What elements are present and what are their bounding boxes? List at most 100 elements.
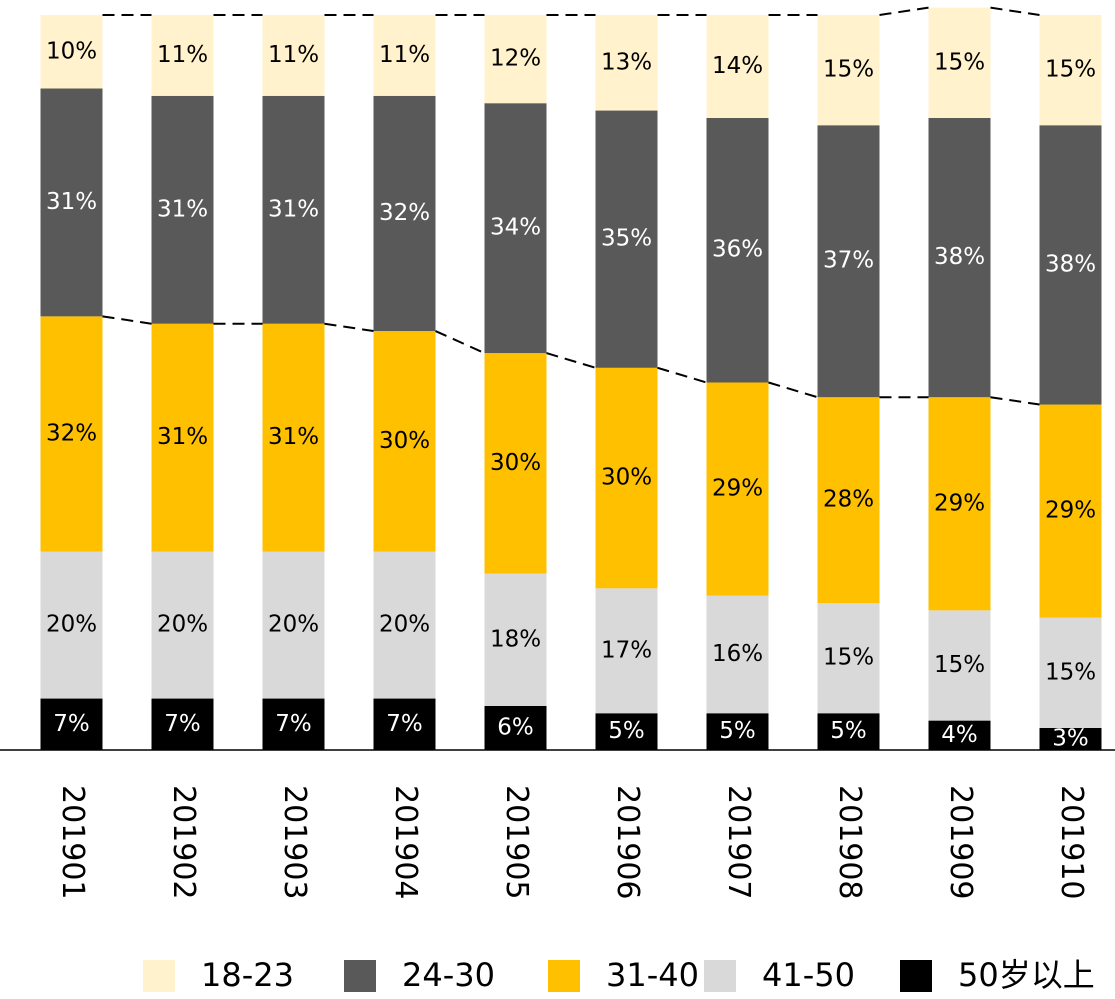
bar-segment bbox=[40, 15, 103, 89]
legend-swatch bbox=[344, 960, 376, 992]
x-tick-label: 201909 bbox=[943, 785, 978, 900]
data-label: 15% bbox=[823, 645, 874, 671]
bar-segment bbox=[484, 353, 547, 574]
bar-segment bbox=[484, 103, 547, 354]
legend-swatch bbox=[548, 960, 580, 992]
data-label: 18% bbox=[490, 626, 541, 652]
bar-segment bbox=[1039, 727, 1102, 750]
bar-segment bbox=[151, 15, 214, 96]
bar-segment bbox=[40, 698, 103, 750]
data-label: 38% bbox=[1045, 251, 1096, 277]
bar-segment bbox=[484, 573, 547, 706]
data-label: 11% bbox=[379, 42, 430, 68]
bar-segment bbox=[928, 7, 991, 118]
data-label: 32% bbox=[379, 200, 430, 226]
bar-segment bbox=[706, 382, 769, 596]
data-label: 37% bbox=[823, 248, 874, 274]
bar-segment bbox=[262, 95, 325, 324]
data-label: 5% bbox=[608, 718, 645, 744]
bar-segment bbox=[373, 331, 436, 552]
data-label: 31% bbox=[157, 424, 208, 450]
connector-line bbox=[324, 322, 374, 333]
data-label: 7% bbox=[53, 711, 90, 737]
bar-segment bbox=[595, 15, 658, 111]
bar-segment bbox=[928, 720, 991, 750]
bar-segment bbox=[595, 713, 658, 750]
bar-segment bbox=[151, 551, 214, 699]
bar-segment bbox=[262, 323, 325, 552]
bar-segment bbox=[151, 698, 214, 750]
bar-segment bbox=[151, 95, 214, 324]
data-label: 30% bbox=[379, 428, 430, 454]
bar-segment bbox=[373, 551, 436, 699]
data-label: 15% bbox=[934, 49, 985, 75]
data-label: 13% bbox=[601, 49, 652, 75]
data-label: 15% bbox=[1045, 57, 1096, 83]
x-tick-label: 201907 bbox=[721, 785, 756, 900]
bar-segment bbox=[817, 603, 880, 714]
data-label: 29% bbox=[712, 476, 763, 502]
data-label: 7% bbox=[275, 711, 312, 737]
bar-segment bbox=[928, 610, 991, 721]
x-tick-label: 201910 bbox=[1054, 785, 1089, 900]
bar-segment bbox=[1039, 125, 1102, 405]
x-tick-label: 201901 bbox=[55, 785, 90, 900]
bar-segment bbox=[706, 15, 769, 118]
legend-swatch bbox=[704, 960, 736, 992]
data-label: 10% bbox=[46, 38, 97, 64]
bar-segment bbox=[373, 15, 436, 96]
data-label: 5% bbox=[719, 718, 756, 744]
connector-line bbox=[879, 6, 929, 16]
bar-segment bbox=[1039, 15, 1102, 126]
data-label: 30% bbox=[490, 450, 541, 476]
connector-line bbox=[435, 330, 485, 355]
data-label: 15% bbox=[823, 57, 874, 83]
bar-segment bbox=[817, 397, 880, 603]
data-label: 28% bbox=[823, 487, 874, 513]
data-label: 31% bbox=[268, 196, 319, 222]
data-label: 15% bbox=[934, 652, 985, 678]
connector-line bbox=[990, 396, 1040, 406]
x-tick-label: 201902 bbox=[166, 785, 201, 900]
bar-segment bbox=[595, 110, 658, 368]
bar-segment bbox=[262, 551, 325, 699]
bar-segment bbox=[595, 588, 658, 714]
legend-swatch bbox=[143, 960, 175, 992]
x-tick-label: 201906 bbox=[610, 785, 645, 900]
bar-segment bbox=[1039, 617, 1102, 728]
x-tick-label: 201904 bbox=[388, 785, 423, 900]
x-tick-label: 201908 bbox=[832, 785, 867, 900]
data-label: 16% bbox=[712, 641, 763, 667]
legend-label: 18-23 bbox=[201, 956, 294, 994]
bar-segment bbox=[262, 15, 325, 96]
bar-segment bbox=[373, 95, 436, 332]
data-label: 29% bbox=[1045, 498, 1096, 524]
data-label: 20% bbox=[379, 612, 430, 638]
connector-line bbox=[102, 315, 152, 325]
data-label: 31% bbox=[157, 196, 208, 222]
connector-line bbox=[657, 366, 707, 384]
connector-line bbox=[546, 352, 596, 369]
bar-segment bbox=[817, 125, 880, 398]
data-label: 20% bbox=[157, 612, 208, 638]
legend-label: 31-40 bbox=[606, 956, 699, 994]
legend-swatch bbox=[900, 960, 932, 992]
data-label: 6% bbox=[497, 714, 534, 740]
data-label: 20% bbox=[46, 612, 97, 638]
data-label: 32% bbox=[46, 420, 97, 446]
bar-segment bbox=[484, 705, 547, 750]
connector-line bbox=[990, 6, 1040, 16]
data-label: 14% bbox=[712, 53, 763, 79]
bar-segment bbox=[373, 698, 436, 750]
data-label: 29% bbox=[934, 490, 985, 516]
data-label: 17% bbox=[601, 637, 652, 663]
data-label: 31% bbox=[46, 189, 97, 215]
bar-segment bbox=[40, 88, 103, 317]
bar-segment bbox=[706, 713, 769, 750]
connector-line bbox=[768, 381, 818, 399]
data-label: 11% bbox=[268, 42, 319, 68]
bar-segment bbox=[595, 367, 658, 589]
data-label: 15% bbox=[1045, 659, 1096, 685]
bar-segment bbox=[928, 397, 991, 611]
